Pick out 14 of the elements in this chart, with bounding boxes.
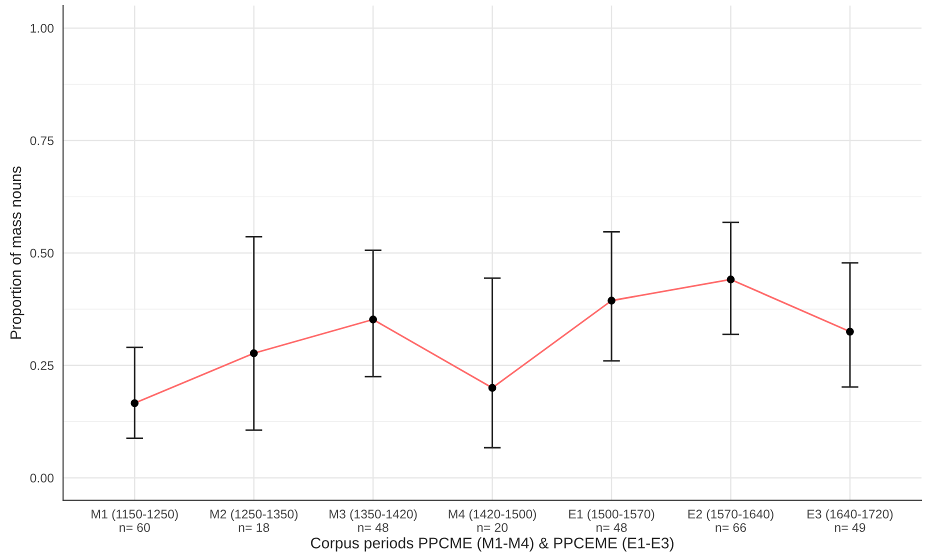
x-tick-label: M1 (1150-1250) n= 60 bbox=[92, 509, 178, 532]
y-tick-label: 0.50 bbox=[30, 248, 54, 258]
y-tick-label: 0.75 bbox=[30, 136, 54, 146]
y-axis-title: Proportion of mass nouns bbox=[10, 166, 24, 339]
x-tick-label: M2 (1250-1350) n= 18 bbox=[210, 509, 298, 532]
x-tick-label: E2 (1570-1640) n= 66 bbox=[688, 509, 774, 532]
y-tick-label: 0.00 bbox=[30, 474, 54, 482]
x-tick-label: E1 (1500-1570) n= 48 bbox=[569, 509, 654, 532]
x-tick-label: E3 (1640-1720) n= 49 bbox=[808, 509, 893, 532]
x-axis-title: Corpus periods PPCME (M1-M4) & PPCEME (E1-E3) bbox=[310, 537, 674, 552]
x-tick-label: M4 (1420-1500) n= 20 bbox=[448, 509, 536, 532]
y-tick-label: 1.00 bbox=[30, 24, 54, 33]
y-tick-label: 0.25 bbox=[30, 361, 54, 370]
x-tick-label: M3 (1350-1420) n= 48 bbox=[330, 509, 417, 532]
